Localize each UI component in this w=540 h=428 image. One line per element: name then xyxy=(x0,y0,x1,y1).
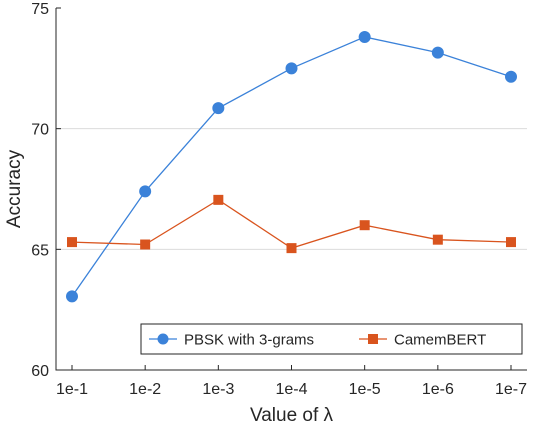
legend-marker xyxy=(368,334,378,344)
data-point xyxy=(286,243,297,254)
y-axis-label: Accuracy xyxy=(4,149,25,228)
data-point xyxy=(212,102,225,115)
x-tick-label: 1e-7 xyxy=(495,381,527,398)
series-line xyxy=(71,199,512,249)
legend-label: CamemBERT xyxy=(394,332,486,349)
series-1 xyxy=(66,30,517,303)
data-point xyxy=(505,70,517,83)
legend-box xyxy=(140,323,523,355)
data-point xyxy=(139,185,152,198)
tick-labels: 60 65 70 75 1e-1 1e-2 1e-3 1e-4 1e-5 1e-6 1e-7 xyxy=(31,1,527,398)
series-2 xyxy=(67,194,516,254)
legend: PBSK with 3-grams CamemBERT xyxy=(140,323,523,355)
data-point xyxy=(358,30,371,43)
series-line xyxy=(71,36,512,297)
data-point xyxy=(285,62,298,75)
data-point xyxy=(506,237,516,248)
y-tick-label: 60 xyxy=(31,363,49,380)
data-point xyxy=(431,46,444,59)
data-point xyxy=(67,237,77,248)
data-point xyxy=(359,220,370,231)
x-tick-label: 1e-3 xyxy=(202,381,234,398)
data-point xyxy=(432,234,443,245)
y-tick-label: 75 xyxy=(31,1,49,18)
axes xyxy=(55,7,527,371)
y-tick-label: 70 xyxy=(31,122,49,139)
legend-entry: PBSK with 3-grams xyxy=(149,332,314,349)
grid-lines xyxy=(56,128,527,250)
axis-lines xyxy=(55,8,527,371)
x-axis-label: Value of λ xyxy=(250,405,334,426)
x-tick-label: 1e-2 xyxy=(129,381,161,398)
x-tick-label: 1e-4 xyxy=(275,381,307,398)
x-tick-label: 1e-6 xyxy=(422,381,454,398)
y-tick-label: 65 xyxy=(31,242,49,259)
data-point xyxy=(213,194,224,205)
legend-label: PBSK with 3-grams xyxy=(184,332,314,349)
legend-marker xyxy=(157,333,169,345)
data-point xyxy=(140,239,151,250)
legend-entry: CamemBERT xyxy=(359,332,486,349)
series-group xyxy=(66,30,517,303)
data-point xyxy=(66,290,78,303)
x-tick-label: 1e-5 xyxy=(349,381,381,398)
x-tick-label: 1e-1 xyxy=(56,381,88,398)
